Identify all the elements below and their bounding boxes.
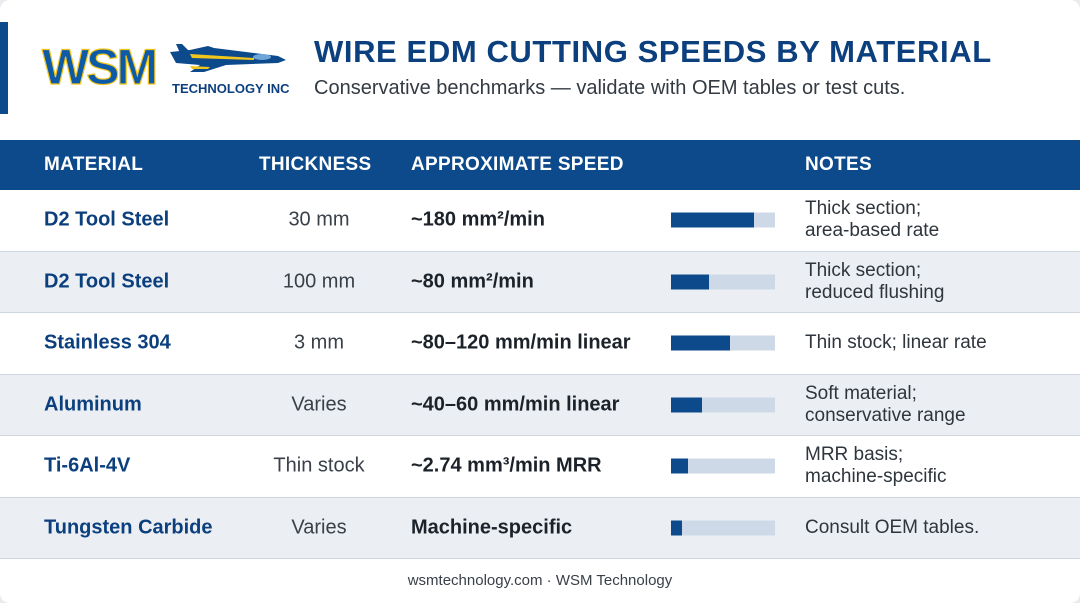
logo-text: WSM (42, 39, 156, 95)
speed-bar (671, 397, 775, 413)
notes-cell: Thin stock; linear rate (805, 332, 1070, 354)
table-row: D2 Tool Steel 30 mm ~180 mm²/min Thick s… (0, 190, 1080, 252)
column-header-material: MATERIAL (44, 154, 144, 175)
table-row: Tungsten Carbide Varies Machine-specific… (0, 497, 1080, 559)
notes-cell: Soft material; conservative range (805, 383, 1070, 427)
material-cell: D2 Tool Steel (44, 270, 170, 293)
jet-icon (170, 44, 286, 72)
thickness-cell: Thin stock (273, 454, 365, 477)
speed-cell: ~180 mm²/min (411, 208, 545, 231)
notes-line: Thick section; (805, 259, 922, 281)
notes-line: Consult OEM tables. (805, 516, 980, 538)
speed-bar (671, 274, 775, 290)
speed-cell: Machine-specific (411, 516, 573, 539)
notes-line: conservative range (805, 404, 966, 426)
notes-line: area-based rate (805, 220, 940, 242)
table-row: D2 Tool Steel 100 mm ~80 mm²/min Thick s… (0, 251, 1080, 313)
notes-line: machine-specific (805, 466, 947, 488)
thickness-cell: 3 mm (294, 331, 344, 354)
notes-line: Soft material; (805, 382, 917, 404)
table-row: Ti-6Al-4V Thin stock ~2.74 mm³/min MRR M… (0, 436, 1080, 498)
page-subtitle: Conservative benchmarks — validate with … (314, 77, 906, 99)
table-body: D2 Tool Steel 30 mm ~180 mm²/min Thick s… (0, 190, 1080, 559)
notes-cell: MRR basis; machine-specific (805, 444, 1070, 488)
thickness-cell: 100 mm (282, 270, 356, 293)
speed-bar-fill (671, 274, 710, 290)
footer-text: wsmtechnology.com · WSM Technology (407, 572, 673, 589)
material-cell: Aluminum (44, 393, 142, 416)
thickness-cell: 30 mm (288, 208, 350, 231)
column-header-speed: APPROXIMATE SPEED (411, 154, 624, 175)
material-cell: D2 Tool Steel (44, 208, 170, 231)
table-header: MATERIAL THICKNESS APPROXIMATE SPEED NOT… (0, 140, 1080, 190)
notes-cell: Thick section; reduced flushing (805, 260, 1070, 304)
table-row: Aluminum Varies ~40–60 mm/min linear Sof… (0, 374, 1080, 436)
column-header-notes: NOTES (805, 154, 872, 175)
speed-bar (671, 212, 775, 228)
speed-bar-fill (671, 520, 683, 536)
thickness-cell: Varies (291, 516, 347, 539)
speed-bar-fill (671, 212, 755, 228)
logo-subtext: TECHNOLOGY INC. (172, 81, 290, 96)
speed-cell: ~2.74 mm³/min MRR (411, 454, 602, 477)
speed-cell: ~80 mm²/min (411, 270, 534, 293)
speed-bar (671, 458, 775, 474)
speed-cell: ~80–120 mm/min linear (411, 331, 631, 354)
speed-bar (671, 335, 775, 351)
notes-line: Thin stock; linear rate (805, 332, 987, 354)
table-row: Stainless 304 3 mm ~80–120 mm/min linear… (0, 313, 1080, 375)
accent-bar (0, 22, 8, 114)
notes-line: MRR basis; (805, 444, 904, 466)
notes-cell: Consult OEM tables. (805, 517, 1070, 539)
speed-bar (671, 520, 775, 536)
wsm-logo: WSM TECHNOLOGY INC. (41, 38, 290, 96)
speed-bar-fill (671, 335, 731, 351)
speed-cell: ~40–60 mm/min linear (411, 393, 620, 416)
page-title: WIRE EDM CUTTING SPEEDS BY MATERIAL (314, 34, 992, 69)
material-cell: Stainless 304 (44, 331, 171, 354)
notes-line: Thick section; (805, 198, 922, 220)
column-header-thickness: THICKNESS (259, 154, 372, 175)
material-cell: Tungsten Carbide (44, 516, 213, 539)
thickness-cell: Varies (291, 393, 347, 416)
speed-bar-fill (671, 397, 703, 413)
material-cell: Ti-6Al-4V (44, 454, 131, 477)
speed-bar-fill (671, 458, 688, 474)
notes-line: reduced flushing (805, 281, 945, 303)
notes-cell: Thick section; area-based rate (805, 198, 1070, 242)
